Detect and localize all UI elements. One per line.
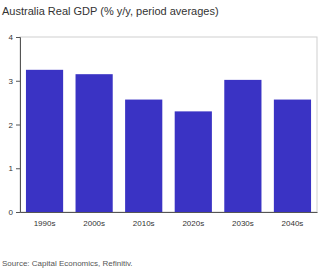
x-tick-label: 2010s — [133, 219, 155, 228]
y-tick-mark — [16, 212, 20, 213]
title: Australia Real GDP (% y/y, period averag… — [2, 5, 219, 17]
y-tick-mark — [16, 81, 20, 82]
y-tick-mark — [16, 37, 20, 38]
bar — [274, 100, 311, 212]
y-axis-line — [16, 38, 21, 213]
x-tick: 2030s — [232, 212, 254, 228]
y-tick-label: 0 — [9, 208, 14, 217]
bar — [224, 80, 261, 212]
y-tick: 4 — [9, 33, 20, 42]
chart: Australia Real GDP (% y/y, period averag… — [0, 0, 325, 273]
bars — [26, 70, 311, 212]
bar — [26, 70, 63, 212]
y-tick-mark — [16, 125, 20, 126]
y-tick: 3 — [9, 77, 20, 86]
x-tick-label: 1990s — [34, 219, 56, 228]
x-tick: 2040s — [282, 212, 304, 228]
x-axis-line — [21, 212, 318, 213]
y-tick-label: 4 — [9, 33, 14, 42]
x-tick-label: 2000s — [83, 219, 105, 228]
y-axis: 0 1 2 3 4 — [9, 33, 21, 217]
bar — [76, 74, 113, 212]
x-tick: 1990s — [34, 212, 56, 228]
y-tick-label: 2 — [9, 121, 14, 130]
x-tick-label: 2020s — [182, 219, 204, 228]
y-tick-label: 1 — [9, 164, 14, 173]
source: Source: Capital Economics, Refinitiv. — [2, 259, 133, 268]
x-tick: 2020s — [182, 212, 204, 228]
plot: 0 1 2 3 4 1990s 2000s 2010s 2020s 2030s 2040s — [9, 33, 318, 228]
y-tick: 1 — [9, 164, 20, 173]
y-tick: 0 — [9, 208, 20, 217]
bar — [175, 111, 212, 212]
bar — [125, 100, 162, 212]
x-tick-label: 2030s — [232, 219, 254, 228]
y-tick-mark — [16, 168, 20, 169]
y-tick-label: 3 — [9, 77, 14, 86]
x-axis: 1990s 2000s 2010s 2020s 2030s 2040s — [21, 212, 318, 228]
y-tick: 2 — [9, 121, 20, 130]
plot-frame — [20, 37, 317, 212]
x-tick: 2010s — [133, 212, 155, 228]
x-tick: 2000s — [83, 212, 105, 228]
x-tick-label: 2040s — [282, 219, 304, 228]
